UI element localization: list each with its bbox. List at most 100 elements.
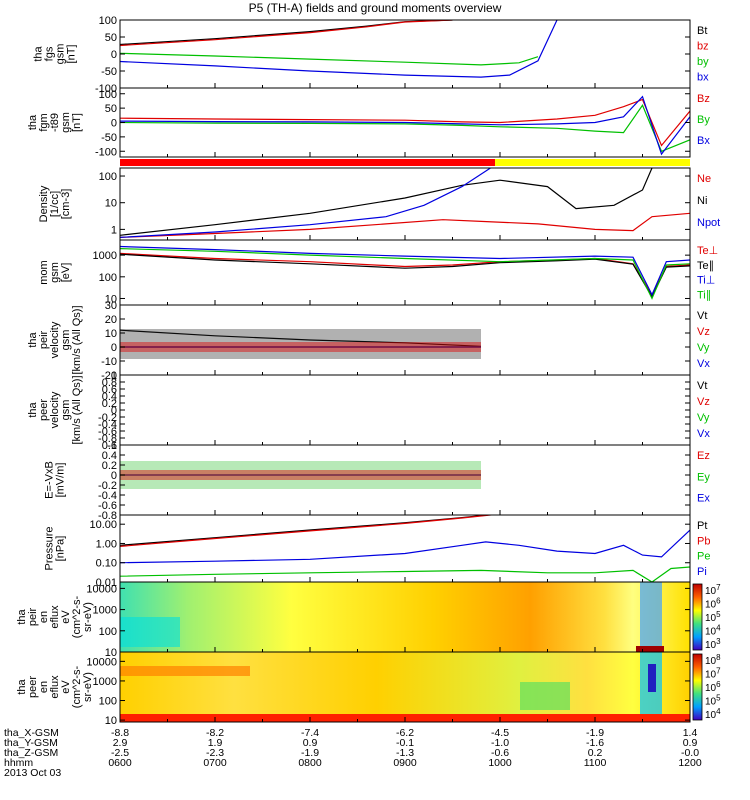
y-tick-label: -1 [107, 440, 117, 452]
panel-frame [119, 19, 691, 89]
ephemeris-row-label: tha_Y-GSM [4, 737, 58, 749]
series-line-Pe [120, 566, 690, 582]
y-tick-label: -0.4 [98, 490, 117, 502]
series-line-Pi [120, 529, 690, 564]
legend-label: Pi [697, 566, 707, 578]
orbit-bar-segment [495, 159, 690, 166]
legend-label: Npot [697, 217, 720, 229]
y-tick-label: -0.8 [98, 433, 117, 445]
y-tick-label: -0.6 [98, 426, 117, 438]
y-tick-label: -100 [95, 146, 117, 158]
y-tick-label: 0 [111, 405, 117, 417]
legend-label: Vt [697, 310, 707, 322]
y-tick-label: 100 [99, 171, 117, 183]
y-tick-label: 10000 [86, 583, 117, 595]
legend-label: Te⊥ [697, 245, 718, 257]
legend-label: bz [697, 41, 709, 53]
ephemeris-value: 1200 [678, 757, 702, 769]
y-axis-label: thafgsgsm[nT] [33, 44, 78, 65]
y-tick-label: -50 [101, 132, 117, 144]
ephemeris-value: 1.4 [683, 727, 698, 739]
series-line-bz [120, 20, 453, 47]
series-line-Bx [120, 95, 690, 156]
series-line-Pb [120, 515, 497, 547]
ephemeris-value: -2.3 [206, 747, 224, 759]
y-tick-label: 0.2 [102, 460, 117, 472]
colorbar [692, 653, 703, 721]
legend-label: Pb [697, 535, 710, 547]
ephemeris-value: -7.4 [301, 727, 319, 739]
spectrogram-feature [120, 666, 250, 676]
series-line-Vt [120, 329, 482, 347]
spectrogram-feature [636, 646, 664, 652]
y-tick-label: 0.4 [102, 391, 117, 403]
series-line-Ti⊥ [120, 245, 690, 297]
legend-label: Ez [697, 450, 710, 462]
y-tick-label: -0.2 [98, 480, 117, 492]
y-tick-label: 1000 [93, 605, 117, 617]
legend-label: Ey [697, 471, 710, 483]
legend-label: Vt [697, 380, 707, 392]
colorbar-tick-label: 105 [705, 694, 721, 708]
legend-label: Bt [697, 25, 707, 37]
legend-label: Te∥ [697, 260, 714, 272]
y-tick-label: -0.8 [98, 510, 117, 522]
spectrogram-field [120, 582, 690, 652]
ephemeris-value: 0.9 [683, 737, 698, 749]
colorbar-tick-label: 106 [705, 597, 721, 611]
y-tick-label: 1.00 [96, 538, 117, 550]
y-axis-label: momgsm[eV] [38, 260, 72, 284]
y-tick-label: 0.8 [102, 377, 117, 389]
ephemeris-value: 1000 [488, 757, 512, 769]
ephemeris-value: -1.9 [301, 747, 319, 759]
panel-frame [119, 374, 691, 446]
y-tick-label: 0 [111, 49, 117, 61]
y-axis-label: thafgm-t89gsm[nT] [27, 112, 83, 133]
spectrogram-feature [648, 664, 656, 692]
series-line-Npot [120, 168, 491, 238]
legend-label: Vz [697, 326, 710, 338]
legend-label: Ni [697, 195, 707, 207]
ephemeris-value: -0.0 [681, 747, 699, 759]
ephemeris-value: 1.9 [208, 737, 223, 749]
y-tick-label: 0 [111, 118, 117, 130]
legend-label: Vx [697, 428, 710, 440]
y-tick-label: 0.2 [102, 398, 117, 410]
y-tick-label: -0.2 [98, 412, 117, 424]
y-tick-label: -0.4 [98, 419, 117, 431]
y-tick-label: 1 [111, 224, 117, 236]
series-line-Te∥ [120, 253, 690, 299]
noise-band [120, 329, 481, 359]
y-tick-label: 1000 [93, 250, 117, 262]
legend-label: Vz [697, 396, 710, 408]
ephemeris-value: -1.0 [491, 737, 509, 749]
y-tick-label: 0.6 [102, 384, 117, 396]
y-tick-label: 0.6 [102, 440, 117, 452]
ephemeris-value: -6.2 [396, 727, 414, 739]
series-line-Bt [120, 20, 453, 46]
colorbar-tick-label: 108 [705, 653, 721, 667]
y-tick-label: 10000 [86, 656, 117, 668]
ephemeris-value: -0.1 [396, 737, 414, 749]
ephemeris-row-label: tha_X-GSM [4, 727, 59, 739]
spectrogram-field [120, 652, 690, 722]
y-tick-label: 10 [105, 293, 117, 305]
y-tick-label: 1 [111, 370, 117, 382]
y-tick-label: -0.6 [98, 500, 117, 512]
ephemeris-row-label: tha_Z-GSM [4, 747, 58, 759]
colorbar [692, 583, 703, 651]
y-tick-label: -100 [95, 83, 117, 95]
ephemeris-value: 0900 [393, 757, 417, 769]
legend-label: by [697, 56, 709, 68]
ephemeris-row-label: hhmm [4, 757, 33, 769]
legend-label: Pe [697, 551, 710, 563]
y-axis-label: thapeervelocitygsm[km/s (All Qs)] [27, 375, 83, 444]
ephemeris-value: -4.5 [491, 727, 509, 739]
colorbar-tick-label: 106 [705, 680, 721, 694]
series-line-Ti∥ [120, 248, 690, 300]
colorbar-tick-label: 104 [705, 624, 721, 638]
ephemeris-value: -8.2 [206, 727, 224, 739]
y-tick-label: 10 [105, 647, 117, 659]
ephemeris-value: -1.3 [396, 747, 414, 759]
series-line-Pt [120, 515, 494, 546]
